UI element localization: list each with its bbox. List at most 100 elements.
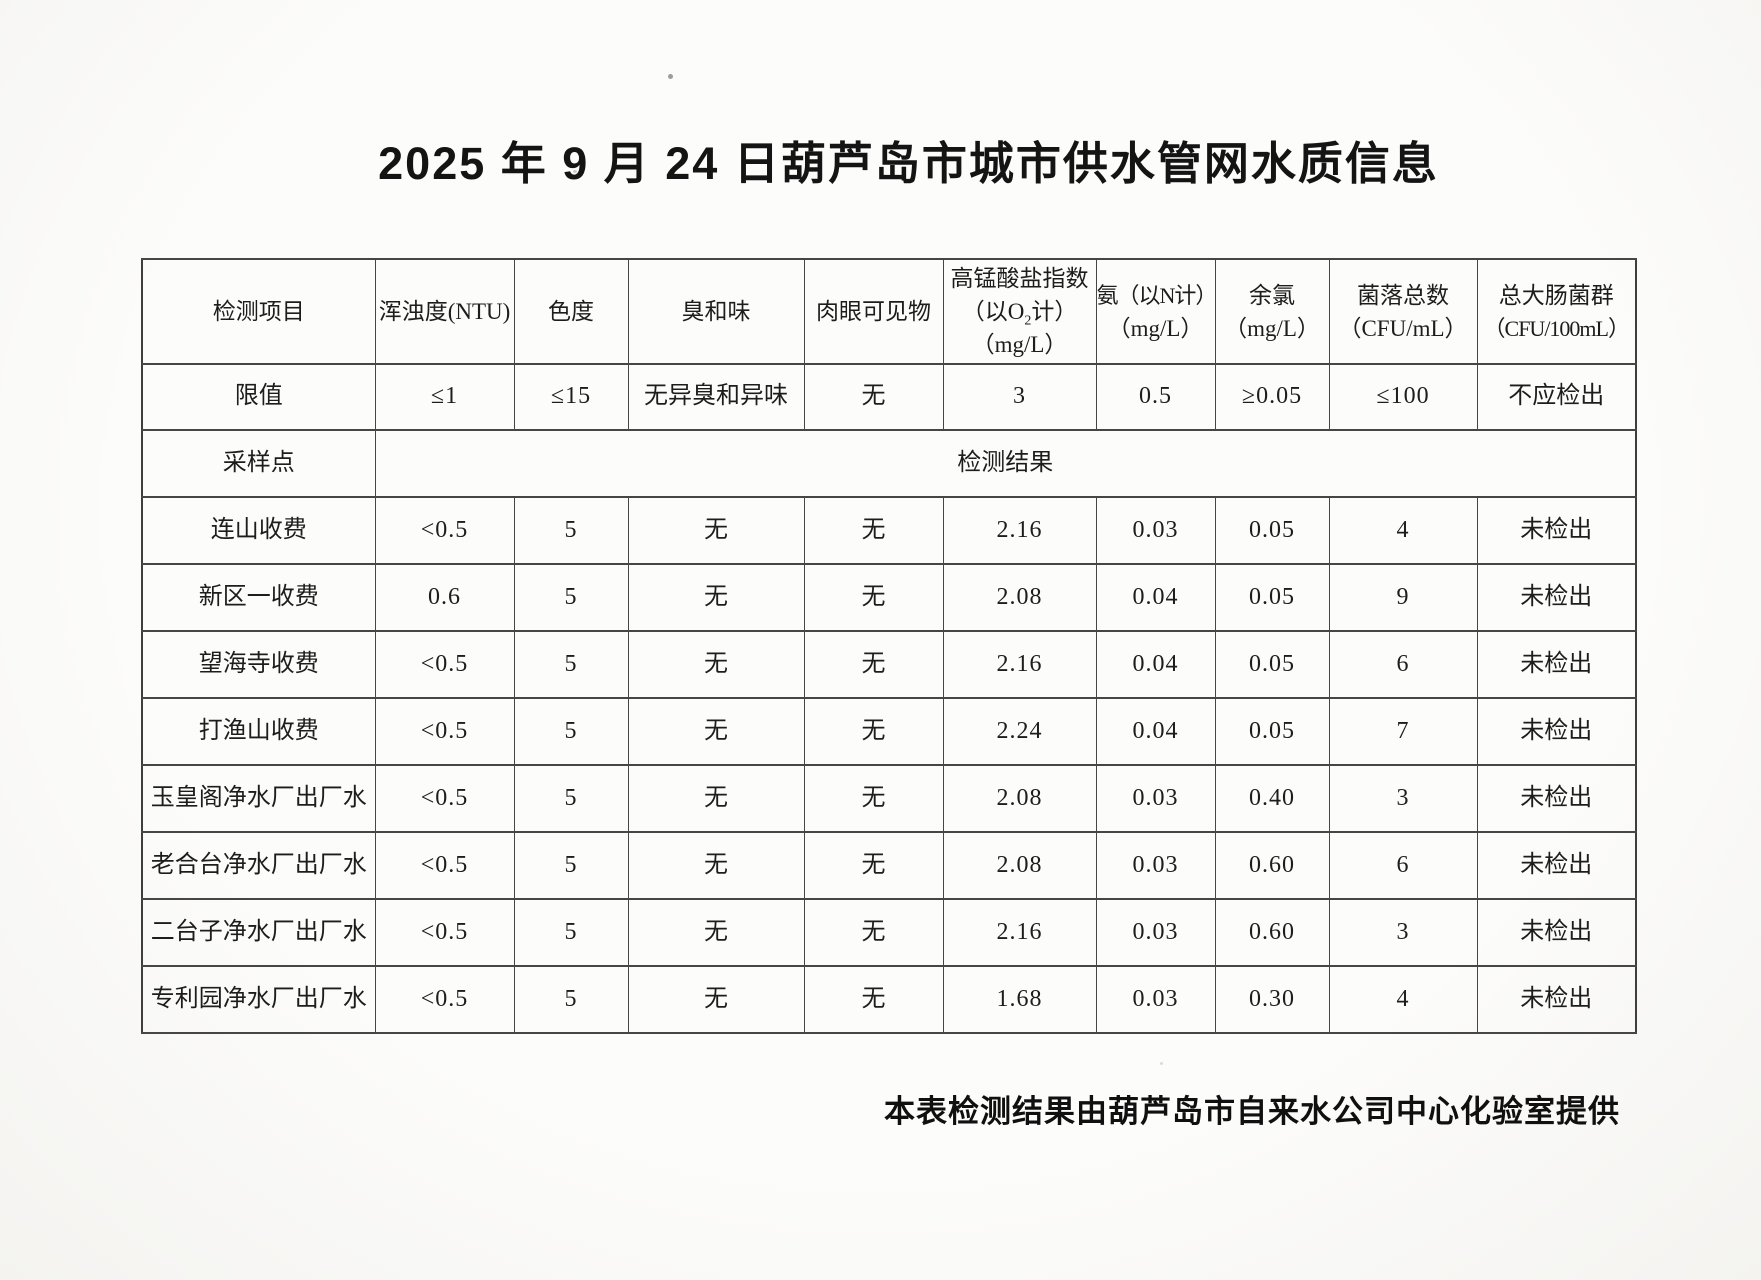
permanganate-line2: （以O2计） — [944, 295, 1095, 329]
cell-coliform: 未检出 — [1476, 496, 1637, 565]
table-row: 玉皇阁净水厂出厂水 <0.5 5 无 无 2.08 0.03 0.40 3 未检… — [141, 764, 1637, 833]
cell-chroma: 5 — [513, 630, 629, 699]
cell-chroma: 5 — [513, 831, 629, 900]
cell-coliform: 未检出 — [1476, 630, 1637, 699]
page-title: 2025 年 9 月 24 日葫芦岛市城市供水管网水质信息 — [378, 138, 1439, 189]
table-row: 望海寺收费 <0.5 5 无 无 2.16 0.04 0.05 6 未检出 — [141, 630, 1637, 699]
cell-coliform: 未检出 — [1476, 764, 1637, 833]
sampling-point-row: 采样点 检测结果 — [141, 429, 1637, 498]
header-cell-turbidity: 浑浊度(NTU) — [374, 258, 515, 365]
row-name: 二台子净水厂出厂水 — [141, 898, 376, 967]
header-cell-permanganate: 高锰酸盐指数 （以O2计） （mg/L） — [942, 258, 1097, 365]
chlorine-line1: 余氯 — [1249, 282, 1295, 308]
cell-colony: 7 — [1328, 697, 1478, 766]
coliform-line2: （CFU/100mL） — [1483, 315, 1630, 341]
cell-turbidity: <0.5 — [374, 898, 515, 967]
sampling-point-label: 采样点 — [141, 429, 376, 498]
cell-ammonia: 0.04 — [1095, 630, 1216, 699]
permanganate-subscript: 2 — [1024, 313, 1032, 329]
cell-visible: 无 — [803, 630, 944, 699]
limit-coliform: 不应检出 — [1476, 363, 1637, 431]
scan-speck — [668, 74, 673, 79]
cell-chroma: 5 — [513, 764, 629, 833]
row-name: 老合台净水厂出厂水 — [141, 831, 376, 900]
colony-line2: （CFU/mL） — [1338, 315, 1468, 341]
water-quality-table: 检测项目 浑浊度(NTU) 色度 臭和味 肉眼可见物 高锰酸盐指数 （以O2计）… — [141, 258, 1637, 1034]
cell-turbidity: <0.5 — [374, 764, 515, 833]
cell-turbidity: <0.5 — [374, 697, 515, 766]
header-cell-ammonia: 氨（以N计） （mg/L） — [1095, 258, 1216, 365]
header-cell-colony-count: 菌落总数 （CFU/mL） — [1328, 258, 1478, 365]
row-name: 望海寺收费 — [141, 630, 376, 699]
ammonia-line2: （mg/L） — [1107, 315, 1204, 341]
table-row: 连山收费 <0.5 5 无 无 2.16 0.03 0.05 4 未检出 — [141, 496, 1637, 565]
cell-visible: 无 — [803, 965, 944, 1034]
row-name: 打渔山收费 — [141, 697, 376, 766]
row-name: 玉皇阁净水厂出厂水 — [141, 764, 376, 833]
cell-chlorine: 0.30 — [1214, 965, 1330, 1034]
cell-ammonia: 0.03 — [1095, 831, 1216, 900]
cell-odor: 无 — [627, 898, 805, 967]
cell-colony: 3 — [1328, 898, 1478, 967]
cell-colony: 9 — [1328, 563, 1478, 632]
table-row: 老合台净水厂出厂水 <0.5 5 无 无 2.08 0.03 0.60 6 未检… — [141, 831, 1637, 900]
cell-visible: 无 — [803, 831, 944, 900]
limit-ammonia: 0.5 — [1095, 363, 1216, 431]
cell-ammonia: 0.04 — [1095, 697, 1216, 766]
scan-speck — [573, 170, 577, 173]
header-cell-chroma: 色度 — [513, 258, 629, 365]
cell-turbidity: <0.5 — [374, 496, 515, 565]
cell-visible: 无 — [803, 764, 944, 833]
row-name: 连山收费 — [141, 496, 376, 565]
limit-permanganate: 3 — [942, 363, 1097, 431]
cell-permanganate: 2.08 — [942, 563, 1097, 632]
chlorine-line2: （mg/L） — [1224, 315, 1320, 341]
cell-visible: 无 — [803, 898, 944, 967]
cell-colony: 6 — [1328, 831, 1478, 900]
cell-coliform: 未检出 — [1476, 697, 1637, 766]
cell-turbidity: <0.5 — [374, 965, 515, 1034]
cell-turbidity: 0.6 — [374, 563, 515, 632]
cell-odor: 无 — [627, 496, 805, 565]
cell-chroma: 5 — [513, 898, 629, 967]
cell-visible: 无 — [803, 496, 944, 565]
cell-chlorine: 0.05 — [1214, 630, 1330, 699]
footer-note: 本表检测结果由葫芦岛市自来水公司中心化验室提供 — [884, 1094, 1620, 1129]
limit-row-label: 限值 — [141, 363, 376, 431]
limit-odor: 无异臭和异味 — [627, 363, 805, 431]
cell-odor: 无 — [627, 831, 805, 900]
cell-turbidity: <0.5 — [374, 630, 515, 699]
cell-permanganate: 2.08 — [942, 831, 1097, 900]
cell-chlorine: 0.05 — [1214, 496, 1330, 565]
limit-turbidity: ≤1 — [374, 363, 515, 431]
cell-colony: 4 — [1328, 496, 1478, 565]
limit-colony: ≤100 — [1328, 363, 1478, 431]
cell-odor: 无 — [627, 563, 805, 632]
limit-chroma: ≤15 — [513, 363, 629, 431]
permanganate-line1: 高锰酸盐指数 — [950, 266, 1089, 291]
table-row: 二台子净水厂出厂水 <0.5 5 无 无 2.16 0.03 0.60 3 未检… — [141, 898, 1637, 967]
cell-ammonia: 0.03 — [1095, 898, 1216, 967]
header-row: 检测项目 浑浊度(NTU) 色度 臭和味 肉眼可见物 高锰酸盐指数 （以O2计）… — [141, 258, 1637, 365]
cell-odor: 无 — [627, 697, 805, 766]
cell-permanganate: 2.16 — [942, 898, 1097, 967]
cell-visible: 无 — [803, 697, 944, 766]
cell-chlorine: 0.60 — [1214, 898, 1330, 967]
cell-turbidity: <0.5 — [374, 831, 515, 900]
cell-chlorine: 0.05 — [1214, 697, 1330, 766]
cell-chroma: 5 — [513, 965, 629, 1034]
table-row: 专利园净水厂出厂水 <0.5 5 无 无 1.68 0.03 0.30 4 未检… — [141, 965, 1637, 1034]
cell-coliform: 未检出 — [1476, 831, 1637, 900]
cell-ammonia: 0.04 — [1095, 563, 1216, 632]
cell-chlorine: 0.05 — [1214, 563, 1330, 632]
cell-chroma: 5 — [513, 697, 629, 766]
cell-coliform: 未检出 — [1476, 563, 1637, 632]
header-cell-residual-chlorine: 余氯 （mg/L） — [1214, 258, 1330, 365]
cell-colony: 3 — [1328, 764, 1478, 833]
cell-visible: 无 — [803, 563, 944, 632]
detection-result-label: 检测结果 — [374, 429, 1637, 498]
cell-permanganate: 2.08 — [942, 764, 1097, 833]
cell-permanganate: 1.68 — [942, 965, 1097, 1034]
cell-odor: 无 — [627, 764, 805, 833]
